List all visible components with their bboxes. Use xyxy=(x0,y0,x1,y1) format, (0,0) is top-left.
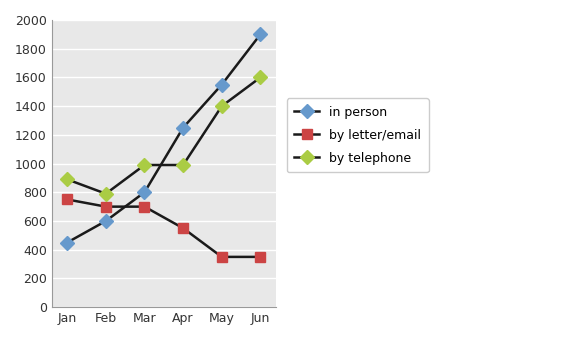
in person xyxy=(180,126,187,130)
Legend: in person, by letter/email, by telephone: in person, by letter/email, by telephone xyxy=(286,98,428,172)
by telephone xyxy=(63,177,70,182)
by letter/email xyxy=(257,255,264,259)
in person xyxy=(218,83,225,87)
by telephone xyxy=(180,163,187,167)
Line: by letter/email: by letter/email xyxy=(62,194,265,262)
by letter/email xyxy=(180,226,187,230)
in person xyxy=(63,240,70,244)
by letter/email xyxy=(218,255,225,259)
by letter/email xyxy=(102,205,109,209)
Line: by telephone: by telephone xyxy=(62,72,265,199)
by telephone xyxy=(218,104,225,108)
in person xyxy=(141,190,148,194)
in person xyxy=(257,32,264,36)
by telephone xyxy=(141,163,148,167)
by telephone xyxy=(102,192,109,196)
by telephone xyxy=(257,75,264,80)
in person xyxy=(102,219,109,223)
Line: in person: in person xyxy=(62,30,265,248)
by letter/email xyxy=(141,205,148,209)
by letter/email xyxy=(63,198,70,202)
